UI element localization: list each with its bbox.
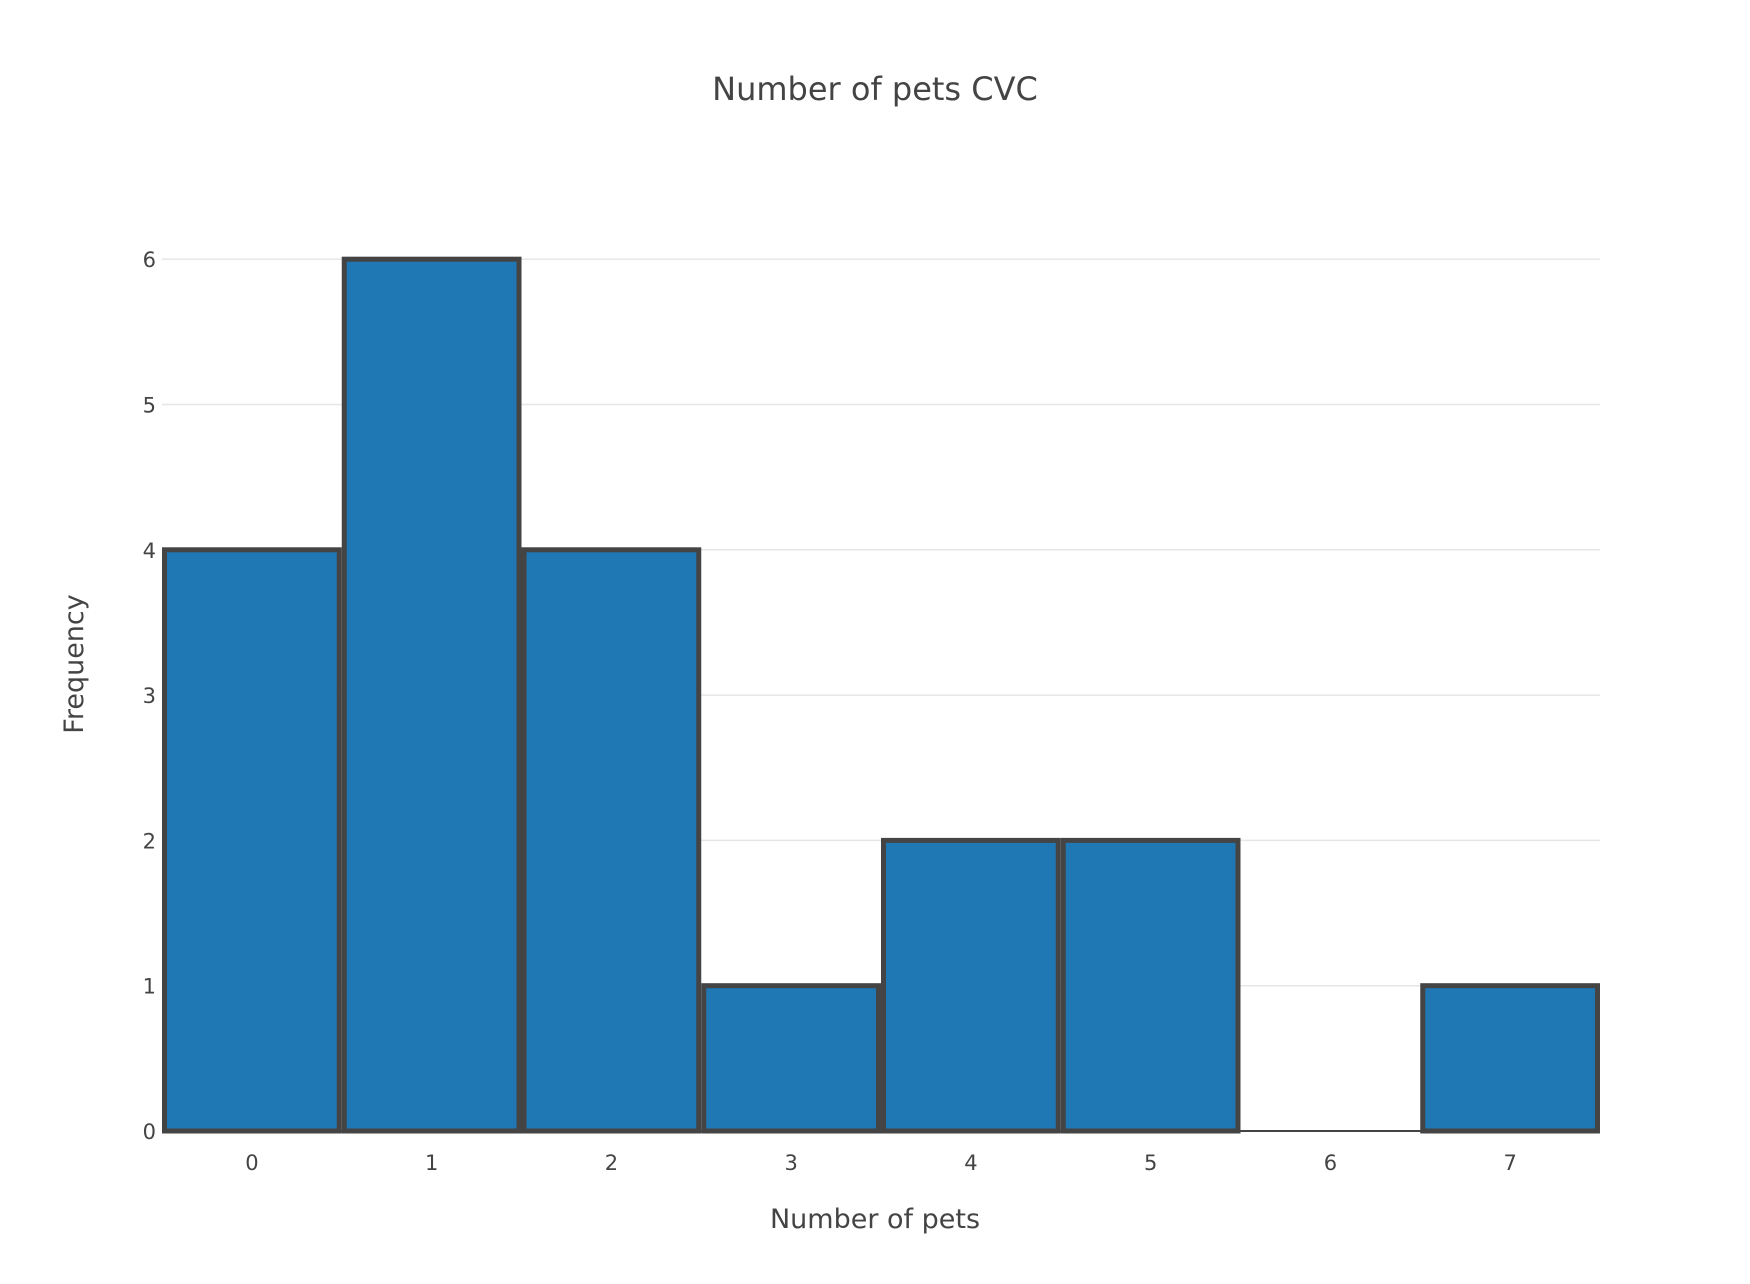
y-tick-label: 5 <box>143 393 156 417</box>
x-tick-label: 1 <box>425 1151 438 1175</box>
chart-title: Number of pets CVC <box>712 70 1038 108</box>
x-axis-title: Number of pets <box>770 1204 980 1235</box>
y-tick-label: 6 <box>143 248 156 272</box>
y-tick-label: 1 <box>143 975 156 999</box>
x-tick-label: 6 <box>1324 1151 1337 1175</box>
histogram-bar <box>1420 983 1600 1134</box>
y-axis-title: Frequency <box>59 594 90 734</box>
x-tick-label: 3 <box>784 1151 797 1175</box>
histogram-bar <box>341 256 522 1134</box>
x-tick-label: 2 <box>605 1151 618 1175</box>
histogram-bar <box>521 547 702 1134</box>
histogram-bar <box>701 983 881 1134</box>
histogram-bar <box>162 547 342 1134</box>
x-tick-label: 0 <box>245 1151 258 1175</box>
histogram-bar <box>881 837 1061 1134</box>
y-tick-label: 2 <box>143 829 156 853</box>
y-axis-ticks: 0 1 2 3 4 5 6 <box>143 248 156 1144</box>
x-axis-ticks: 0 1 2 3 4 5 6 7 <box>245 1151 1517 1175</box>
x-tick-label: 4 <box>964 1151 977 1175</box>
histogram-bar <box>1060 837 1241 1134</box>
x-tick-label: 5 <box>1144 1151 1157 1175</box>
bars <box>162 256 1600 1134</box>
y-tick-label: 4 <box>143 539 156 563</box>
y-tick-label: 0 <box>143 1120 156 1144</box>
x-tick-label: 7 <box>1503 1151 1516 1175</box>
y-tick-label: 3 <box>143 684 156 708</box>
